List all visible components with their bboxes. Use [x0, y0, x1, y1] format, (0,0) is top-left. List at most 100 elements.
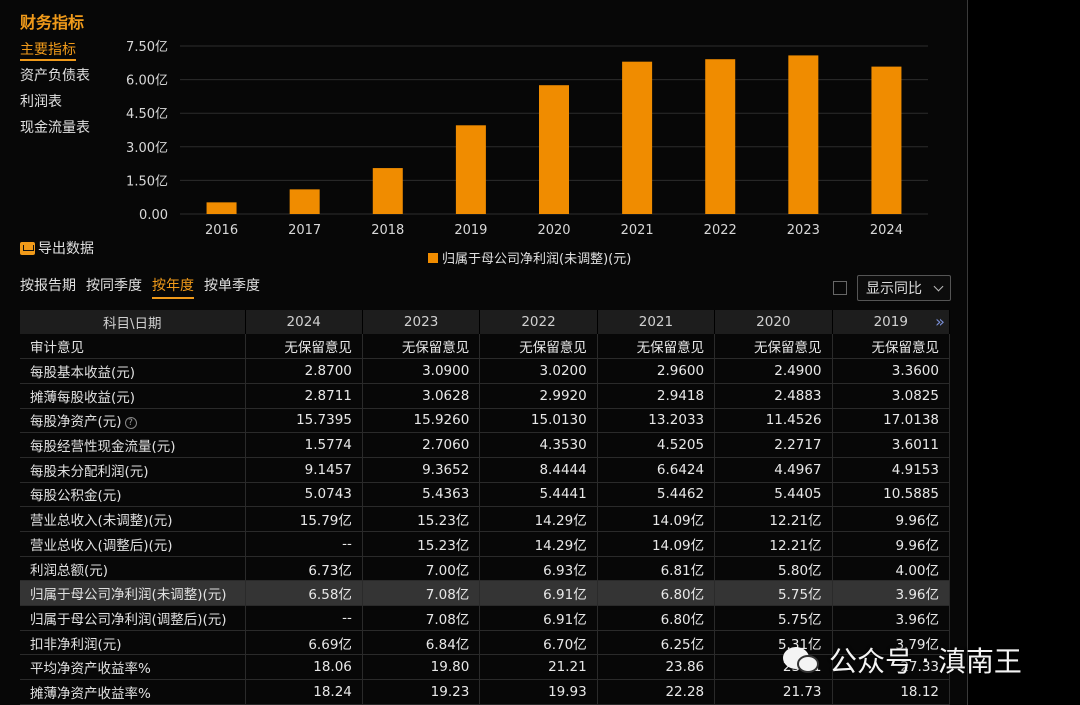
- column-header-year[interactable]: 2021: [597, 310, 716, 334]
- bar-2017[interactable]: [289, 189, 320, 214]
- row-label: 每股未分配利润(元): [20, 457, 246, 483]
- bar-2022[interactable]: [705, 59, 736, 214]
- row-label: 每股净资产(元)?: [20, 408, 246, 434]
- table-cell: 无保留意见: [832, 334, 951, 360]
- row-label: 每股经营性现金流量(元): [20, 432, 246, 458]
- sidebar-item-main-indicators[interactable]: 主要指标: [20, 40, 130, 66]
- table-cell: 7.08亿: [362, 580, 481, 607]
- row-label-text: 归属于母公司净利润(调整后)(元): [30, 611, 227, 628]
- period-tabs: 按报告期 按同季度 按年度 按单季度: [20, 275, 260, 299]
- table-cell: 14.09亿: [597, 531, 716, 557]
- table-cell: 3.0825: [832, 383, 951, 409]
- tab-by-single-quarter[interactable]: 按单季度: [204, 278, 260, 294]
- table-row[interactable]: 扣非净利润(元) 6.69亿 6.84亿 6.70亿 6.25亿 5.31亿 3.79亿: [20, 630, 951, 656]
- column-header-year[interactable]: 2020: [714, 310, 833, 334]
- row-label: 平均净资产收益率%: [20, 654, 246, 681]
- table-cell: 21.21: [479, 654, 598, 681]
- net-profit-bar-chart: 0.00 1.50亿 3.00亿 4.50亿 6.00亿 7.50亿 2016 2017 201…: [126, 40, 928, 238]
- table-cell: 12.21亿: [714, 531, 833, 557]
- table-cell: 6.80亿: [597, 580, 716, 607]
- scroll-right-icon[interactable]: »: [935, 312, 945, 331]
- sidebar-item-label: 主要指标: [20, 42, 76, 61]
- export-icon: [20, 241, 35, 255]
- help-icon[interactable]: ?: [124, 417, 137, 430]
- row-label: 审计意见: [20, 334, 246, 360]
- table-cell: 15.23亿: [362, 531, 481, 557]
- tab-by-year[interactable]: 按年度: [152, 275, 194, 299]
- sidebar-item-cash-flow[interactable]: 现金流量表: [20, 120, 90, 136]
- bar-2023[interactable]: [788, 55, 819, 215]
- table-cell: 19.23: [362, 679, 481, 705]
- table-cell: 14.09亿: [597, 506, 716, 532]
- watermark-sep: ·: [921, 643, 930, 677]
- table-cell: 4.5205: [597, 432, 716, 458]
- legend-swatch: [428, 252, 438, 263]
- table-cell: 15.23亿: [362, 506, 481, 532]
- table-row[interactable]: 摊薄每股收益(元) 2.8711 3.0628 2.9920 2.9418 2.4883 3…: [20, 383, 951, 409]
- table-row[interactable]: 归属于母公司净利润(未调整)(元) 6.58亿 7.08亿 6.91亿 6.80亿 5.7…: [20, 580, 951, 607]
- table-cell: 2.9418: [597, 383, 716, 409]
- export-label: 导出数据: [38, 241, 94, 257]
- table-cell: 15.9260: [362, 408, 481, 434]
- row-label-text: 每股未分配利润(元): [30, 463, 149, 480]
- table-row[interactable]: 审计意见 无保留意见 无保留意见 无保留意见 无保留意见 无保留意见 无保留意见: [20, 334, 951, 360]
- row-label-text: 每股经营性现金流量(元): [30, 439, 176, 456]
- table-row[interactable]: 每股公积金(元) 5.0743 5.4363 5.4441 5.4462 5.4405 10…: [20, 482, 951, 508]
- bar-2020[interactable]: [539, 85, 569, 214]
- table-row[interactable]: 利润总额(元) 6.73亿 7.00亿 6.93亿 6.81亿 5.80亿 4.00亿: [20, 556, 951, 582]
- table-row[interactable]: 每股净资产(元)? 15.7395 15.9260 15.0130 13.2033 11.…: [20, 408, 951, 434]
- wechat-icon: [783, 645, 821, 675]
- row-label: 利润总额(元): [20, 556, 246, 582]
- table-cell: 6.80亿: [597, 605, 716, 631]
- column-header-year[interactable]: 2024: [245, 310, 363, 334]
- column-header-year[interactable]: 2023: [362, 310, 481, 334]
- panel-title: 财务指标: [20, 13, 85, 32]
- tab-by-report-period[interactable]: 按报告期: [20, 278, 76, 294]
- chart-legend[interactable]: 归属于母公司净利润(未调整)(元): [428, 248, 631, 267]
- table-cell: 19.93: [479, 679, 598, 705]
- table-cell: 3.6011: [832, 432, 951, 458]
- row-label-text: 摊薄每股收益(元): [30, 389, 136, 406]
- bar-2024[interactable]: [871, 66, 902, 214]
- table-row[interactable]: 每股未分配利润(元) 9.1457 9.3652 8.4444 6.6424 4.4967…: [20, 457, 951, 483]
- sidebar-item-income-statement[interactable]: 利润表: [20, 94, 62, 110]
- watermark-prefix: 公众号: [829, 645, 914, 678]
- table-row[interactable]: 摊薄净资产收益率% 18.24 19.23 19.93 22.28 21.73 18.12: [20, 679, 951, 705]
- legend-label: 归属于母公司净利润(未调整)(元): [442, 252, 632, 267]
- table-cell: 27.33: [832, 654, 951, 681]
- table-cell: 5.0743: [245, 482, 363, 508]
- sidebar-item-balance-sheet[interactable]: 资产负债表: [20, 68, 90, 84]
- y-tick-label: 4.50亿: [126, 107, 168, 122]
- yoy-checkbox[interactable]: [833, 281, 847, 295]
- tab-by-same-quarter[interactable]: 按同季度: [86, 278, 142, 294]
- yoy-label: 显示同比: [866, 281, 922, 297]
- row-label: 每股基本收益(元): [20, 358, 246, 384]
- table-row[interactable]: 归属于母公司净利润(调整后)(元) -- 7.08亿 6.91亿 6.80亿 5.75亿 3…: [20, 605, 951, 631]
- table-cell: 3.96亿: [832, 605, 951, 631]
- column-header-year[interactable]: 2022: [479, 310, 598, 334]
- chevron-down-icon: [933, 281, 944, 291]
- export-data-button[interactable]: 导出数据: [20, 238, 94, 258]
- bar-2016[interactable]: [206, 202, 237, 214]
- table-cell: 6.93亿: [479, 556, 598, 582]
- table-cell: 6.81亿: [597, 556, 716, 582]
- bar-2019[interactable]: [455, 125, 486, 214]
- table-cell: 6.84亿: [362, 630, 481, 656]
- table-row[interactable]: 每股基本收益(元) 2.8700 3.0900 3.0200 2.9600 2.4900 3…: [20, 358, 951, 384]
- column-header-subject: 科目\日期: [20, 310, 246, 334]
- table-row[interactable]: 营业总收入(调整后)(元) -- 15.23亿 14.29亿 14.09亿 12.21亿 9…: [20, 531, 951, 557]
- table-cell: 12.21亿: [714, 506, 833, 532]
- x-tick-label: 2022: [704, 223, 737, 238]
- yoy-dropdown[interactable]: 显示同比: [857, 275, 951, 301]
- table-cell: 15.0130: [479, 408, 598, 434]
- table-row[interactable]: 营业总收入(未调整)(元) 15.79亿 15.23亿 14.29亿 14.09亿 12.…: [20, 506, 951, 532]
- column-header-year[interactable]: 2019 »: [832, 310, 951, 334]
- table-cell: 9.96亿: [832, 531, 951, 557]
- table-cell: 6.73亿: [245, 556, 363, 582]
- table-cell: 21.73: [714, 679, 833, 705]
- table-row[interactable]: 每股经营性现金流量(元) 1.5774 2.7060 4.3530 4.5205 2.27…: [20, 432, 951, 458]
- table-cell: 4.00亿: [832, 556, 951, 582]
- bar-2018[interactable]: [372, 168, 403, 214]
- bar-2021[interactable]: [622, 61, 653, 215]
